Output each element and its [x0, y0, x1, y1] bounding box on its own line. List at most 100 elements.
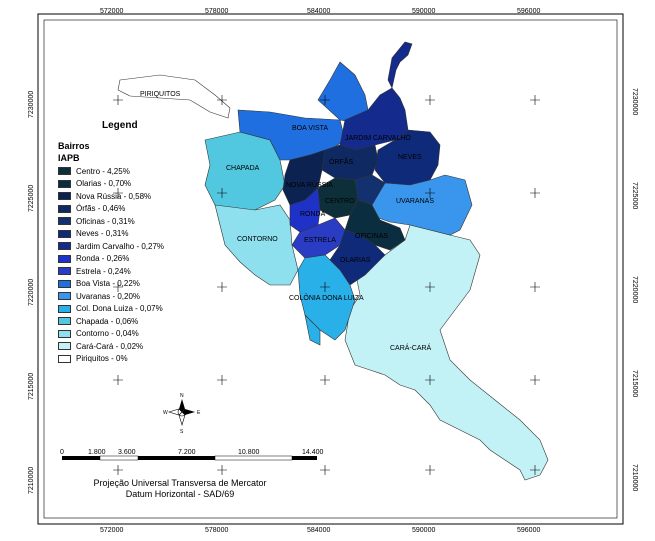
region-label: CONTORNO	[237, 236, 278, 243]
north-arrow-icon: N S W E	[163, 393, 201, 435]
district-oficinas[interactable]	[354, 174, 386, 206]
projection-note: Projeção Universal Transversa de Mercato…	[60, 478, 300, 500]
legend-swatch	[58, 167, 71, 176]
grid-cross	[113, 282, 123, 292]
legend-swatch	[58, 192, 71, 201]
grid-cross	[217, 282, 227, 292]
legend-item: Neves - 0,31%	[58, 228, 208, 241]
legend-label: Piriquitos - 0%	[76, 354, 128, 364]
legend-swatch	[58, 242, 71, 251]
legend-label: Uvaranas - 0,20%	[76, 291, 141, 301]
scale-bar: 0 1.800 3.600 7.200 10.800 14.400	[60, 449, 324, 461]
x-tick-label: 578000	[205, 527, 228, 534]
y-tick-label: 7225000	[631, 182, 638, 209]
legend-label: Centro - 4,25%	[76, 166, 130, 176]
scale-label: 1.800	[88, 449, 106, 456]
region-label: NOVA RÚSSIA	[286, 180, 333, 189]
legend-swatch	[58, 279, 71, 288]
legend-label: Contorno - 0,04%	[76, 329, 139, 339]
grid-cross	[320, 465, 330, 475]
legend-title: Legend	[102, 120, 138, 131]
region-label: BOA VISTA	[292, 125, 328, 132]
x-ticks-top: 572000 578000 584000 590000 596000	[100, 8, 540, 15]
district-colonia-tail[interactable]	[304, 314, 321, 346]
east-label: E	[197, 410, 201, 416]
legend-subtitle-bairros: Bairros	[58, 141, 90, 151]
legend-item: Nova Rússia - 0,58%	[58, 190, 208, 203]
district-piriquitos[interactable]	[117, 74, 231, 119]
legend-item: Boa Vista - 0,22%	[58, 278, 208, 291]
grid-crosses	[113, 95, 540, 475]
inner-border	[43, 19, 618, 519]
legend-item: Estrela - 0,24%	[58, 265, 208, 278]
legend-item: Ronda - 0,26%	[58, 253, 208, 266]
grid-cross	[217, 465, 227, 475]
legend-item: Jardim Carvalho - 0,27%	[58, 240, 208, 253]
legend-label: Col. Dona Luiza - 0,07%	[76, 304, 163, 314]
district-contorno[interactable]	[214, 204, 299, 286]
grid-cross	[530, 188, 540, 198]
x-tick-label: 572000	[100, 527, 123, 534]
north-label: N	[180, 393, 184, 399]
legend-label: Neves - 0,31%	[76, 229, 129, 239]
legend-label: Cará-Cará - 0,02%	[76, 341, 144, 351]
legend-swatch	[58, 317, 71, 326]
legend-label: Olarias - 0,70%	[76, 179, 132, 189]
region-label: JARDIM CARVALHO	[345, 135, 411, 142]
grid-cross	[425, 95, 435, 105]
grid-cross	[530, 465, 540, 475]
grid-cross	[217, 375, 227, 385]
district-uvaranas[interactable]	[354, 174, 473, 236]
x-tick-label: 584000	[307, 527, 330, 534]
grid-cross	[113, 375, 123, 385]
legend-item: Oficinas - 0,31%	[58, 215, 208, 228]
region-label: NEVES	[398, 154, 422, 161]
legend-item: Centro - 4,25%	[58, 165, 208, 178]
district-jardim-carvalho-north[interactable]	[387, 41, 413, 89]
region-label: RONDA	[300, 211, 326, 218]
district-cara-cara[interactable]	[344, 224, 549, 481]
legend-label: Boa Vista - 0,22%	[76, 279, 140, 289]
region-label: OLARIAS	[340, 257, 371, 264]
legend-swatch	[58, 229, 71, 238]
region-label: CHAPADA	[226, 165, 260, 172]
legend-swatch	[58, 292, 71, 301]
grid-cross	[425, 282, 435, 292]
legend-swatch	[58, 354, 71, 363]
region-label: CENTRO	[325, 198, 355, 205]
grid-cross	[217, 95, 227, 105]
district-boa-vista-north[interactable]	[317, 61, 369, 123]
grid-cross	[320, 282, 330, 292]
scale-label: 3.600	[118, 449, 136, 456]
legend-item: Contorno - 0,04%	[58, 328, 208, 341]
x-tick-label: 584000	[307, 8, 330, 15]
grid-cross	[113, 465, 123, 475]
south-label: S	[180, 429, 184, 435]
legend-item: Col. Dona Luiza - 0,07%	[58, 303, 208, 316]
legend: Legend Bairros IAPB Centro - 4,25% Olari…	[58, 120, 208, 365]
legend-label: Estrela - 0,24%	[76, 266, 131, 276]
grid-cross	[320, 375, 330, 385]
district-ronda[interactable]	[289, 187, 321, 233]
legend-label: Órfãs - 0,46%	[76, 204, 126, 214]
district-orfas[interactable]	[321, 144, 379, 181]
x-tick-label: 572000	[100, 8, 123, 15]
region-label: CARÁ-CARÁ	[390, 343, 432, 352]
legend-swatch	[58, 217, 71, 226]
grid-cross	[320, 95, 330, 105]
legend-label: Nova Rússia - 0,58%	[76, 191, 152, 201]
legend-label: Ronda - 0,26%	[76, 254, 130, 264]
grid-cross	[530, 95, 540, 105]
y-ticks-right: 7230000 7225000 7220000 7215000 7210000	[631, 88, 638, 491]
y-tick-label: 7220000	[28, 279, 35, 306]
district-labels: PIRIQUITOS BOA VISTA JARDIM CARVALHO NEV…	[140, 91, 434, 352]
legend-swatch	[58, 304, 71, 313]
legend-swatch	[58, 342, 71, 351]
legend-item: Uvaranas - 0,20%	[58, 290, 208, 303]
y-tick-label: 7225000	[28, 185, 35, 212]
y-tick-label: 7210000	[631, 464, 638, 491]
legend-item: Piriquitos - 0%	[58, 353, 208, 366]
west-label: W	[163, 410, 168, 416]
legend-swatch	[58, 179, 71, 188]
